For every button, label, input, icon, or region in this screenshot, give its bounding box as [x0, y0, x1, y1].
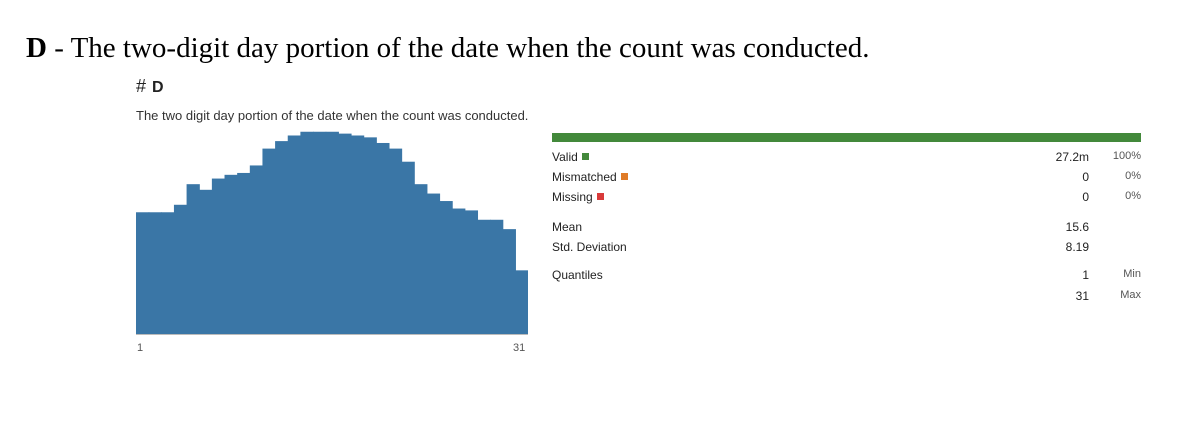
- histogram-bar-day-6: [199, 189, 213, 334]
- histogram-bar-day-10: [249, 165, 264, 334]
- histogram-bar-day-29: [490, 219, 504, 334]
- histogram-bar-day-7: [211, 178, 226, 334]
- valid-count: 27.2m: [1055, 150, 1089, 164]
- quantile-max-label: Max: [1120, 289, 1141, 301]
- x-tick-label-max: 31: [513, 342, 526, 354]
- stat-row-quantile-min: Quantiles 1 Min: [552, 268, 1141, 286]
- missing-swatch-icon: [596, 193, 604, 200]
- mismatched-count: 0: [1082, 170, 1089, 184]
- missing-label: Missing: [552, 190, 593, 204]
- stat-row-mean: Mean 15.6: [552, 220, 1141, 238]
- std-value: 8.19: [1065, 240, 1089, 254]
- histogram-bar-day-14: [300, 131, 314, 334]
- stat-row-std: Std. Deviation 8.19: [552, 240, 1141, 258]
- histogram-bar-day-9: [237, 172, 251, 334]
- histogram-bar-day-8: [224, 174, 238, 334]
- valid-percent: 100%: [1112, 150, 1141, 162]
- histogram-bar-day-24: [426, 193, 441, 334]
- histogram-bar-day-22: [401, 161, 415, 334]
- histogram-bar-day-28: [477, 219, 491, 334]
- heading-description: - The two-digit day portion of the date …: [46, 32, 870, 64]
- numeric-type-icon: #: [136, 76, 147, 96]
- heading-column-letter: D: [26, 32, 47, 64]
- histogram-bar-day-26: [452, 208, 466, 334]
- valid-swatch-icon: [581, 153, 589, 160]
- histogram-bar-day-18: [350, 135, 365, 334]
- histogram-bar-day-1: [136, 212, 150, 334]
- valid-proportion-bar: [552, 133, 1141, 142]
- histogram-bar-day-3: [161, 212, 175, 334]
- column-name: D: [152, 79, 164, 96]
- histogram-bar-day-13: [287, 135, 301, 334]
- histogram-bar-day-31: [515, 270, 528, 334]
- stat-row-mismatched: Mismatched 0 0%: [552, 170, 1141, 188]
- page-heading: D - The two-digit day portion of the dat…: [26, 32, 869, 65]
- histogram-bar-day-20: [376, 142, 390, 334]
- std-label: Std. Deviation: [552, 240, 627, 254]
- histogram-bar-day-25: [439, 201, 453, 334]
- histogram-bar-day-5: [186, 184, 200, 334]
- histogram-bar-day-21: [388, 148, 403, 334]
- mismatched-label: Mismatched: [552, 170, 617, 184]
- histogram-bar-day-4: [173, 204, 188, 334]
- quantile-min-label: Min: [1123, 268, 1141, 280]
- valid-label: Valid: [552, 150, 578, 164]
- histogram-x-axis: [136, 334, 528, 335]
- column-title: # D: [136, 76, 164, 97]
- histogram-bar-day-17: [338, 133, 352, 334]
- histogram-chart: [136, 131, 528, 334]
- histogram-bar-day-16: [325, 131, 339, 334]
- stat-row-valid: Valid 27.2m 100%: [552, 150, 1141, 168]
- missing-count: 0: [1082, 190, 1089, 204]
- histogram-bar-day-12: [275, 141, 289, 334]
- x-tick-label-min: 1: [137, 342, 144, 354]
- stat-row-missing: Missing 0 0%: [552, 190, 1141, 208]
- quantile-min-value: 1: [1082, 268, 1089, 282]
- histogram-bar-day-19: [363, 137, 377, 334]
- missing-percent: 0%: [1125, 190, 1141, 202]
- column-description: The two digit day portion of the date wh…: [136, 108, 529, 123]
- histogram-bar-day-23: [414, 184, 428, 334]
- mean-label: Mean: [552, 220, 583, 234]
- mismatched-percent: 0%: [1125, 170, 1141, 182]
- histogram-bar-day-11: [262, 148, 276, 334]
- histogram-bar-day-2: [148, 212, 162, 334]
- histogram-bar-day-30: [502, 229, 516, 334]
- mean-value: 15.6: [1065, 220, 1089, 234]
- histogram-bar-day-27: [464, 210, 479, 334]
- histogram-bar-day-15: [313, 131, 327, 334]
- quantile-max-value: 31: [1075, 289, 1089, 303]
- mismatched-swatch-icon: [620, 173, 628, 180]
- quantiles-label: Quantiles: [552, 268, 603, 282]
- stat-row-quantile-max: 31 Max: [552, 289, 1141, 307]
